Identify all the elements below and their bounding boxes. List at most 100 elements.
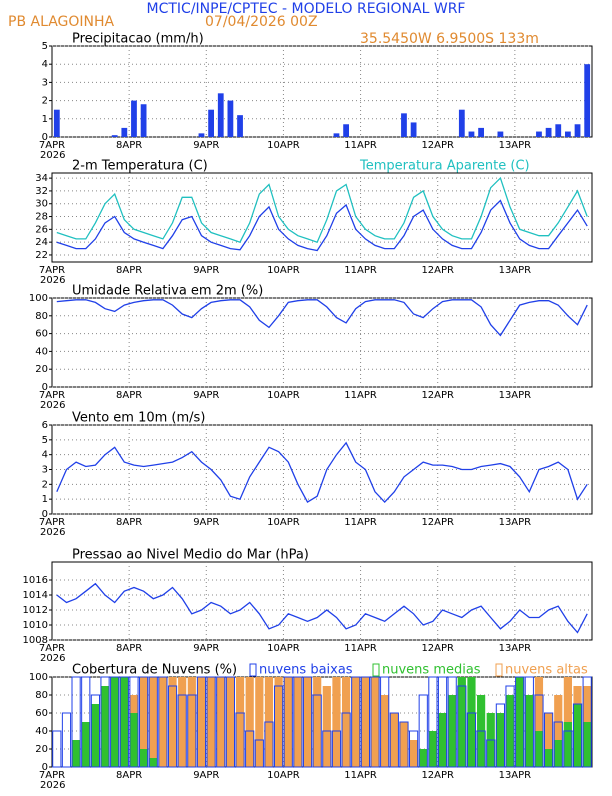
bar (380, 695, 389, 767)
bar (418, 694, 428, 768)
bar (496, 713, 505, 767)
panel-title: Pressao ao Nivel Medio do Mar (hPa) (72, 548, 309, 563)
x-tick-label: 7APR (39, 265, 65, 276)
bar (399, 722, 409, 767)
bar (178, 677, 187, 767)
x-tick-label: 10APR (267, 770, 300, 781)
y-tick-label: 100 (29, 672, 48, 683)
bar (71, 676, 81, 768)
bar (534, 677, 544, 767)
legend-swatch (249, 663, 257, 677)
bar (553, 721, 563, 768)
bar (216, 676, 226, 768)
bar (409, 740, 418, 767)
bar (235, 677, 245, 767)
x-tick-label: 13APR (499, 770, 532, 781)
y-tick-label: 0 (42, 509, 48, 520)
bar (343, 124, 349, 137)
bar (505, 695, 515, 767)
bar (438, 713, 447, 767)
panel-title: Precipitacao (mm/h) (72, 32, 204, 47)
y-tick-label: 100 (29, 293, 48, 304)
bar (573, 704, 582, 767)
bar (81, 676, 91, 768)
x-tick-label: 8APR (116, 140, 142, 151)
bar (322, 686, 331, 767)
x-tick-label: 8APR (116, 517, 142, 528)
bar (313, 677, 322, 767)
y-tick-label: 0 (42, 132, 48, 143)
bar (149, 677, 158, 767)
y-tick-label: 1012 (23, 605, 48, 616)
bar (563, 730, 573, 768)
bar (584, 64, 591, 137)
x-tick-label: 9APR (193, 517, 219, 528)
bar (119, 676, 129, 768)
legend-swatch (495, 663, 503, 677)
y-tick-label: 1014 (23, 590, 48, 601)
bar (139, 676, 149, 768)
x-tick-label: 10APR (267, 390, 300, 401)
bar (225, 676, 235, 768)
x-tick-label: 9APR (193, 643, 219, 654)
bar (466, 712, 477, 768)
bar (53, 109, 60, 137)
x-tick-label: 7APR (39, 140, 65, 151)
bar (158, 677, 167, 767)
bar (486, 739, 496, 768)
x-tick-label: 8APR (116, 265, 142, 276)
bar (148, 676, 158, 768)
x-tick-label: 9APR (193, 390, 219, 401)
bar (129, 713, 139, 767)
y-tick-label: 80 (35, 690, 48, 701)
x-tick-label: 10APR (267, 265, 300, 276)
y-tick-label: 1010 (23, 620, 48, 631)
bar (476, 730, 486, 768)
x-tick-label: 8APR (116, 643, 142, 654)
year-label: 2026 (40, 527, 65, 538)
bar (554, 740, 563, 767)
bar (574, 124, 581, 137)
x-tick-label: 12APR (421, 770, 454, 781)
x-tick-label: 11APR (344, 265, 377, 276)
bar (217, 93, 224, 137)
bar (90, 694, 100, 768)
bar (341, 712, 351, 768)
bar (91, 704, 100, 767)
bar (536, 131, 542, 137)
y-tick-label: 40 (35, 346, 48, 357)
bar (515, 676, 525, 768)
bar (235, 712, 245, 768)
bar (524, 676, 534, 768)
bar (467, 677, 476, 767)
bar (110, 676, 120, 768)
bar (245, 677, 254, 767)
bar (168, 677, 177, 767)
x-tick-label: 11APR (344, 390, 377, 401)
x-tick-label: 7APR (39, 390, 65, 401)
plot-frame (51, 172, 593, 263)
bar (545, 127, 552, 137)
bar (303, 677, 312, 767)
x-tick-label: 11APR (344, 140, 377, 151)
y-tick-label: 20 (35, 744, 48, 755)
bar (468, 131, 475, 137)
bar (457, 677, 466, 767)
x-tick-label: 13APR (499, 140, 532, 151)
line (56, 176, 588, 244)
y-tick-label: 2 (42, 479, 48, 490)
coordinates: 35.5450W 6.9500S 133m (360, 31, 539, 47)
panel-title: 2-m Temperatura (C) (72, 159, 208, 174)
y-tick-label: 30 (35, 199, 48, 210)
y-tick-label: 22 (35, 250, 48, 261)
x-tick-label: 7APR (39, 517, 65, 528)
bar (544, 749, 553, 767)
bar (81, 722, 90, 767)
y-tick-label: 4 (42, 450, 48, 461)
bar (111, 135, 118, 137)
bar (447, 676, 457, 768)
bar (121, 127, 128, 137)
bar (410, 122, 417, 137)
bar (245, 730, 255, 768)
bar (52, 730, 62, 768)
